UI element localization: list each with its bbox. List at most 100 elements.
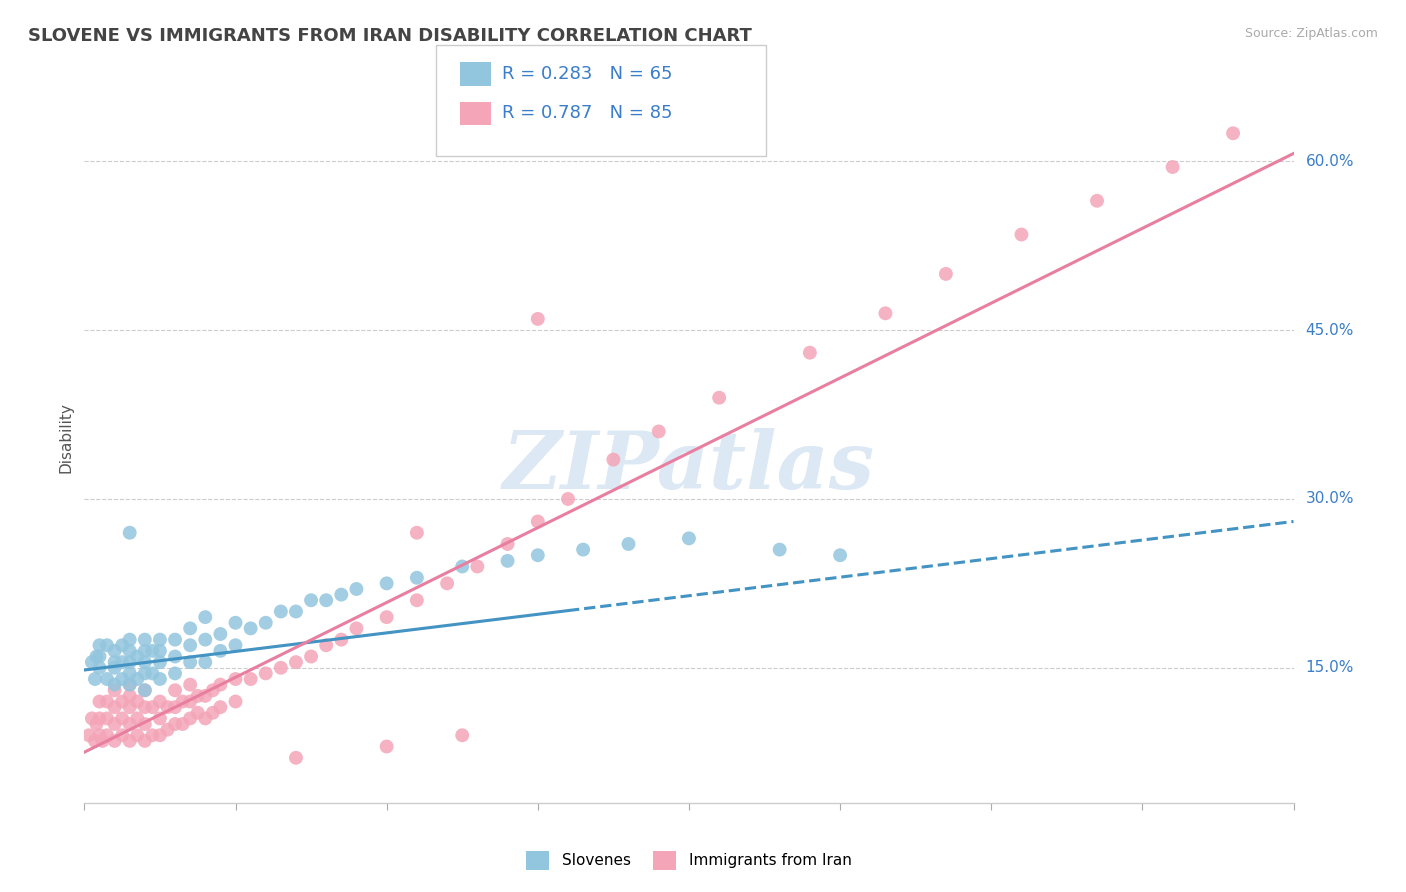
Point bbox=[406, 593, 429, 607]
Point bbox=[209, 627, 232, 641]
Point bbox=[209, 644, 232, 658]
Point bbox=[165, 632, 187, 647]
Point bbox=[127, 649, 149, 664]
Y-axis label: Disability: Disability bbox=[58, 401, 73, 473]
Point bbox=[330, 588, 353, 602]
Point bbox=[84, 672, 107, 686]
Point bbox=[118, 525, 141, 540]
Point bbox=[149, 728, 172, 742]
Point bbox=[1085, 194, 1108, 208]
Point bbox=[527, 312, 550, 326]
Point bbox=[496, 537, 519, 551]
Point bbox=[89, 728, 111, 742]
Point bbox=[194, 689, 217, 703]
Legend: Slovenes, Immigrants from Iran: Slovenes, Immigrants from Iran bbox=[520, 845, 858, 876]
Point bbox=[527, 515, 550, 529]
Point bbox=[527, 548, 550, 562]
Point bbox=[285, 751, 308, 765]
Point bbox=[149, 694, 172, 708]
Point bbox=[194, 655, 217, 669]
Point bbox=[141, 700, 163, 714]
Point bbox=[134, 655, 156, 669]
Point bbox=[104, 655, 127, 669]
Point bbox=[104, 700, 127, 714]
Point bbox=[330, 632, 353, 647]
Point bbox=[118, 666, 141, 681]
Point bbox=[1161, 160, 1184, 174]
Point bbox=[830, 548, 852, 562]
Point bbox=[285, 605, 308, 619]
Point bbox=[315, 638, 337, 652]
Point bbox=[104, 717, 127, 731]
Point bbox=[436, 576, 458, 591]
Point bbox=[118, 678, 141, 692]
Point bbox=[239, 672, 262, 686]
Point bbox=[270, 605, 292, 619]
Point bbox=[225, 615, 247, 630]
Point bbox=[799, 345, 821, 359]
Point bbox=[225, 638, 247, 652]
Point bbox=[104, 678, 127, 692]
Point bbox=[84, 734, 107, 748]
Point bbox=[118, 644, 141, 658]
Point bbox=[89, 638, 111, 652]
Point bbox=[134, 666, 156, 681]
Point bbox=[127, 711, 149, 725]
Point bbox=[315, 593, 337, 607]
Point bbox=[165, 666, 187, 681]
Point bbox=[118, 632, 141, 647]
Point bbox=[149, 632, 172, 647]
Point bbox=[96, 638, 118, 652]
Point bbox=[111, 655, 134, 669]
Point bbox=[134, 644, 156, 658]
Point bbox=[678, 532, 700, 546]
Point bbox=[111, 711, 134, 725]
Point bbox=[127, 694, 149, 708]
Point bbox=[156, 700, 179, 714]
Point bbox=[165, 700, 187, 714]
Point bbox=[187, 689, 209, 703]
Point bbox=[1222, 126, 1244, 140]
Point bbox=[80, 711, 103, 725]
Point bbox=[194, 610, 217, 624]
Point bbox=[769, 542, 792, 557]
Point bbox=[118, 734, 141, 748]
Point bbox=[96, 672, 118, 686]
Point bbox=[467, 559, 489, 574]
Point bbox=[572, 542, 595, 557]
Point bbox=[375, 610, 398, 624]
Point bbox=[375, 739, 398, 754]
Point bbox=[875, 306, 897, 320]
Point bbox=[141, 644, 163, 658]
Point bbox=[299, 593, 322, 607]
Point bbox=[225, 672, 247, 686]
Point bbox=[149, 672, 172, 686]
Point bbox=[179, 638, 201, 652]
Point bbox=[709, 391, 731, 405]
Point bbox=[165, 717, 187, 731]
Point bbox=[134, 683, 156, 698]
Point bbox=[96, 711, 118, 725]
Point bbox=[602, 452, 624, 467]
Point bbox=[270, 661, 292, 675]
Point bbox=[149, 711, 172, 725]
Point bbox=[209, 678, 232, 692]
Point bbox=[149, 644, 172, 658]
Point bbox=[648, 425, 671, 439]
Point bbox=[134, 717, 156, 731]
Point bbox=[496, 554, 519, 568]
Point bbox=[111, 728, 134, 742]
Point bbox=[194, 632, 217, 647]
Point bbox=[179, 621, 201, 635]
Point bbox=[617, 537, 640, 551]
Point bbox=[89, 661, 111, 675]
Point bbox=[179, 711, 201, 725]
Point bbox=[346, 621, 368, 635]
Point bbox=[179, 694, 201, 708]
Point bbox=[96, 694, 118, 708]
Point bbox=[118, 678, 141, 692]
Point bbox=[194, 711, 217, 725]
Point bbox=[86, 649, 108, 664]
Point bbox=[104, 734, 127, 748]
Point bbox=[179, 678, 201, 692]
